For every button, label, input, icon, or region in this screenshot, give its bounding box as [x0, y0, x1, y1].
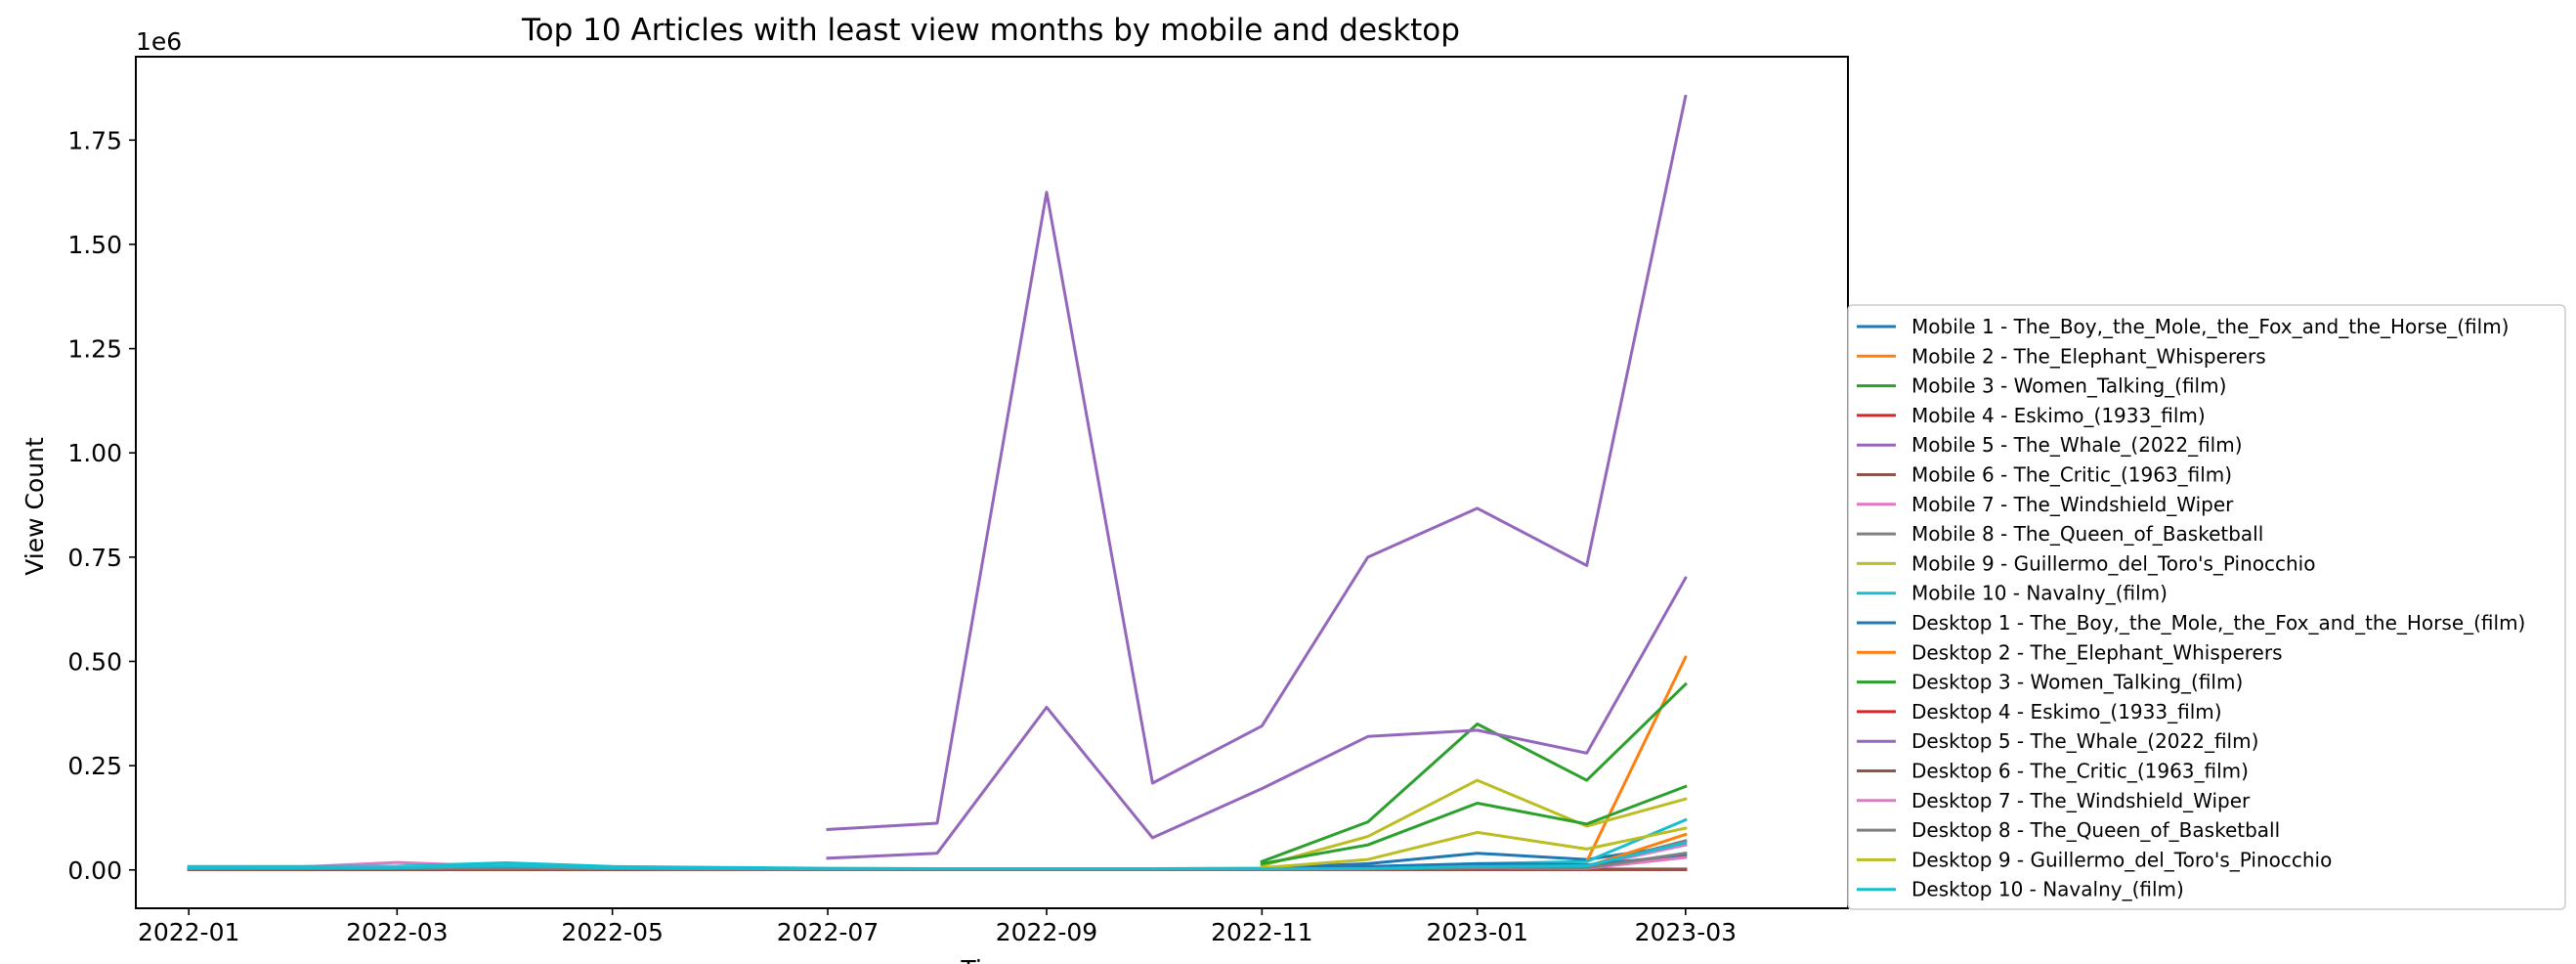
y-axis-label: View Count — [21, 437, 49, 576]
legend[interactable]: Mobile 1 - The_Boy,_the_Mole,_the_Fox_an… — [1847, 304, 2566, 910]
x-axis-label: Time — [960, 955, 1020, 964]
legend-label: Desktop 8 - The_Queen_of_Basketball — [1911, 818, 2280, 842]
x-tick-label: 2022-07 — [777, 918, 879, 946]
legend-item[interactable]: Mobile 5 - The_Whale_(2022_film) — [1857, 433, 2243, 457]
legend-item[interactable]: Desktop 1 - The_Boy,_the_Mole,_the_Fox_a… — [1857, 611, 2525, 635]
x-axis: 2022-01 2022-03 2022-05 2022-07 2022-09 2022-… — [138, 908, 1737, 946]
legend-item[interactable]: Desktop 7 - The_Windshield_Wiper — [1857, 789, 2251, 812]
legend-item[interactable]: Desktop 5 - The_Whale_(2022_film) — [1857, 729, 2258, 753]
legend-label: Desktop 1 - The_Boy,_the_Mole,_the_Fox_a… — [1911, 611, 2525, 635]
series-line-2 — [1584, 655, 1688, 864]
legend-item[interactable]: Desktop 3 - Women_Talking_(film) — [1857, 671, 2243, 694]
legend-label: Desktop 5 - The_Whale_(2022_film) — [1911, 729, 2258, 753]
series-line-19 — [1260, 826, 1688, 870]
legend-label: Mobile 2 - The_Elephant_Whisperers — [1911, 344, 2266, 368]
x-tick-label: 2023-03 — [1635, 918, 1737, 946]
series-line-3 — [1260, 681, 1688, 864]
legend-label: Mobile 3 - Women_Talking_(film) — [1911, 374, 2226, 398]
y-tick-label: 1.75 — [67, 126, 122, 154]
legend-label: Desktop 9 - Guillermo_del_Toro's_Pinocch… — [1911, 848, 2332, 871]
x-tick-label: 2022-09 — [996, 918, 1097, 946]
y-tick-label: 1.50 — [67, 231, 122, 259]
legend-item[interactable]: Mobile 7 - The_Windshield_Wiper — [1857, 493, 2234, 516]
legend-label: Mobile 9 - Guillermo_del_Toro's_Pinocchi… — [1911, 551, 2315, 575]
y-tick-label: 0.75 — [67, 544, 122, 572]
x-tick-label: 2023-01 — [1426, 918, 1527, 946]
x-tick-label: 2022-03 — [346, 918, 448, 946]
x-tick-label: 2022-11 — [1211, 918, 1312, 946]
series-line-9 — [1260, 778, 1688, 868]
y-tick-label: 0.25 — [67, 752, 122, 780]
x-tick-label: 2022-01 — [138, 918, 239, 946]
legend-label: Desktop 4 - Eskimo_(1933_film) — [1911, 700, 2222, 723]
legend-label: Mobile 5 - The_Whale_(2022_film) — [1911, 433, 2243, 457]
legend-label: Desktop 7 - The_Windshield_Wiper — [1911, 789, 2251, 812]
y-axis: 0.00 0.25 0.50 0.75 1.00 1.25 1.50 1.75 — [67, 126, 136, 885]
legend-item[interactable]: Desktop 9 - Guillermo_del_Toro's_Pinocch… — [1857, 848, 2332, 871]
legend-box — [1847, 304, 2566, 910]
legend-label: Mobile 1 - The_Boy,_the_Mole,_the_Fox_an… — [1911, 315, 2509, 338]
y-tick-label: 0.50 — [67, 647, 122, 676]
legend-label: Desktop 3 - Women_Talking_(film) — [1911, 671, 2243, 694]
legend-item[interactable]: Desktop 4 - Eskimo_(1933_film) — [1857, 700, 2222, 723]
legend-item[interactable]: Mobile 10 - Navalny_(film) — [1857, 582, 2168, 605]
legend-item[interactable]: Desktop 6 - The_Critic_(1963_film) — [1857, 760, 2249, 783]
legend-label: Mobile 8 - The_Queen_of_Basketball — [1911, 522, 2263, 546]
legend-label: Desktop 10 - Navalny_(film) — [1911, 878, 2184, 901]
series-line-5 — [826, 94, 1688, 831]
legend-item[interactable]: Mobile 6 - The_Critic_(1963_film) — [1857, 463, 2232, 487]
legend-item[interactable]: Mobile 2 - The_Elephant_Whisperers — [1857, 344, 2266, 368]
legend-item[interactable]: Mobile 9 - Guillermo_del_Toro's_Pinocchi… — [1857, 551, 2315, 575]
x-tick-label: 2022-05 — [561, 918, 663, 946]
legend-item[interactable]: Desktop 8 - The_Queen_of_Basketball — [1857, 818, 2280, 842]
legend-label: Mobile 10 - Navalny_(film) — [1911, 582, 2168, 605]
y-axis-multiplier: 1e6 — [136, 27, 182, 56]
legend-label: Mobile 4 - Eskimo_(1933_film) — [1911, 404, 2206, 427]
legend-item[interactable]: Mobile 3 - Women_Talking_(film) — [1857, 374, 2226, 398]
series-line-15 — [826, 576, 1688, 860]
series-line-13 — [1260, 784, 1688, 866]
legend-item[interactable]: Mobile 4 - Eskimo_(1933_film) — [1857, 404, 2206, 427]
legend-item[interactable]: Desktop 10 - Navalny_(film) — [1857, 878, 2184, 901]
series-lines — [187, 94, 1688, 871]
legend-label: Mobile 6 - The_Critic_(1963_film) — [1911, 463, 2232, 487]
y-tick-label: 1.25 — [67, 335, 122, 364]
legend-item[interactable]: Mobile 1 - The_Boy,_the_Mole,_the_Fox_an… — [1857, 315, 2509, 338]
legend-label: Desktop 6 - The_Critic_(1963_film) — [1911, 760, 2249, 783]
legend-item[interactable]: Mobile 8 - The_Queen_of_Basketball — [1857, 522, 2263, 546]
y-tick-label: 1.00 — [67, 439, 122, 467]
legend-label: Desktop 2 - The_Elephant_Whisperers — [1911, 640, 2283, 664]
series-line-20 — [187, 841, 1688, 871]
legend-label: Mobile 7 - The_Windshield_Wiper — [1911, 493, 2234, 516]
legend-item[interactable]: Desktop 2 - The_Elephant_Whisperers — [1857, 640, 2283, 664]
y-tick-label: 0.00 — [67, 856, 122, 885]
chart-title: Top 10 Articles with least view months b… — [521, 13, 1460, 48]
